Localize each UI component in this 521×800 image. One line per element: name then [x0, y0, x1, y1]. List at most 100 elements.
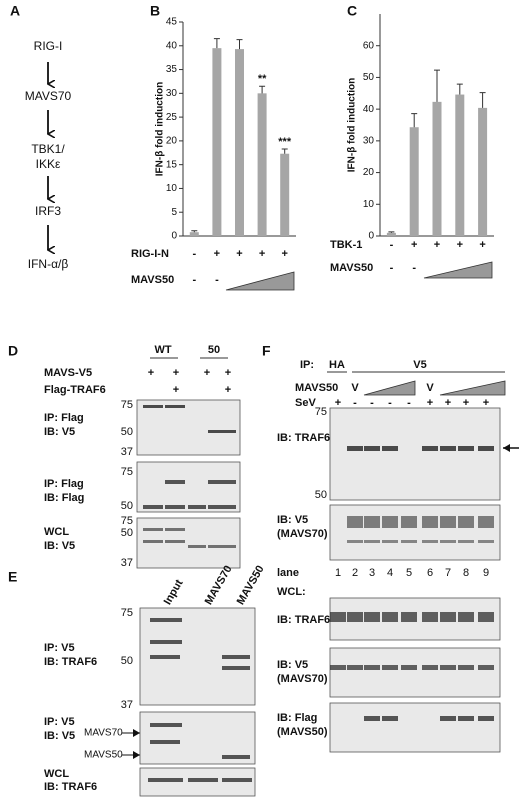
mw-marker: 50 — [121, 655, 133, 667]
row-sign: - — [388, 397, 392, 409]
row-sign: - — [353, 397, 357, 409]
band — [382, 516, 398, 528]
error-bar — [411, 113, 418, 128]
error-bar — [259, 85, 266, 94]
band — [364, 612, 380, 622]
panel-label: F — [262, 343, 271, 359]
row-sign: + — [148, 367, 154, 379]
band — [401, 612, 417, 622]
blot — [136, 399, 241, 456]
row-sign: + — [445, 397, 451, 409]
blot-label: (MAVS70) — [277, 528, 328, 540]
band — [458, 665, 474, 670]
mw-marker: 50 — [121, 426, 133, 438]
blot-label: IB: V5 — [44, 426, 75, 438]
band — [422, 665, 438, 670]
band — [422, 516, 438, 528]
band — [222, 778, 252, 782]
y-tick-label: 40 — [363, 104, 375, 115]
bar — [386, 232, 396, 236]
column-label: Input — [162, 577, 186, 607]
band — [364, 540, 380, 543]
band — [165, 528, 185, 531]
bar — [257, 93, 267, 236]
error-bar — [191, 230, 198, 233]
row-sign: + — [225, 367, 231, 379]
error-bar — [281, 148, 288, 154]
row-sign: + — [204, 367, 210, 379]
column-label: MAVS50 — [235, 564, 267, 607]
band — [382, 612, 398, 622]
band — [222, 655, 250, 659]
condition-name: TBK-1 — [330, 239, 362, 251]
y-tick-label: 35 — [166, 64, 178, 75]
band — [208, 430, 236, 433]
panel-label: D — [8, 343, 18, 359]
condition-sign: - — [390, 262, 394, 274]
band — [422, 612, 438, 622]
band — [330, 665, 346, 670]
y-tick-label: 10 — [363, 199, 375, 210]
mw-marker: 37 — [121, 699, 133, 711]
band — [208, 505, 236, 509]
band — [440, 665, 456, 670]
band-label: MAVS70 — [84, 728, 123, 739]
band — [165, 480, 185, 484]
y-tick-label: 60 — [363, 40, 375, 51]
band — [478, 540, 494, 543]
error-bar — [236, 39, 243, 50]
group-label: 50 — [208, 344, 220, 356]
band — [382, 540, 398, 543]
band — [440, 516, 456, 528]
blot-label: IB: TRAF6 — [277, 614, 330, 626]
bar — [235, 49, 244, 237]
band — [188, 778, 218, 782]
panel-label: E — [8, 569, 17, 585]
row-sign: V — [426, 382, 434, 394]
band — [188, 505, 206, 509]
error-bar — [456, 83, 463, 95]
blot-label: IB: Flag — [277, 712, 317, 724]
ip-group: HA — [329, 359, 345, 371]
row-sign: + — [173, 384, 179, 396]
wedge — [439, 380, 506, 396]
mw-marker: 75 — [121, 515, 133, 527]
blot-label: IB: TRAF6 — [44, 781, 97, 793]
band — [458, 540, 474, 543]
band — [458, 716, 474, 721]
condition-sign: + — [479, 239, 485, 251]
row-sign: + — [483, 397, 489, 409]
band — [440, 612, 456, 622]
condition-sign: + — [457, 239, 463, 251]
row-label: Flag-TRAF6 — [44, 384, 106, 396]
mw-marker: 50 — [121, 527, 133, 539]
y-axis-label: IFN-β fold induction — [347, 78, 358, 172]
pathway-step: IRF3 — [35, 204, 61, 218]
band — [401, 540, 417, 543]
band — [143, 405, 163, 408]
band — [208, 480, 236, 484]
row-label: MAVS-V5 — [44, 367, 92, 379]
pathway-step: IKKε — [36, 157, 61, 171]
y-tick-label: 0 — [171, 231, 177, 242]
mw-marker: 75 — [121, 399, 133, 411]
mw-marker: 75 — [121, 607, 133, 619]
band — [330, 612, 346, 622]
condition-sign: + — [434, 239, 440, 251]
condition-sign: + — [411, 239, 417, 251]
row-label: SeV — [295, 397, 316, 409]
blot-label: IB: V5 — [277, 514, 308, 526]
band — [478, 612, 494, 622]
band — [150, 723, 182, 727]
band — [422, 446, 438, 451]
band — [150, 640, 182, 644]
blot-label: IB: Flag — [44, 492, 84, 504]
condition-sign: + — [259, 248, 265, 260]
lane-number: 3 — [369, 567, 375, 579]
blot-label: IP: Flag — [44, 478, 84, 490]
blot — [329, 702, 501, 753]
band — [364, 716, 380, 721]
condition-name: MAVS50 — [131, 274, 174, 286]
band — [458, 612, 474, 622]
